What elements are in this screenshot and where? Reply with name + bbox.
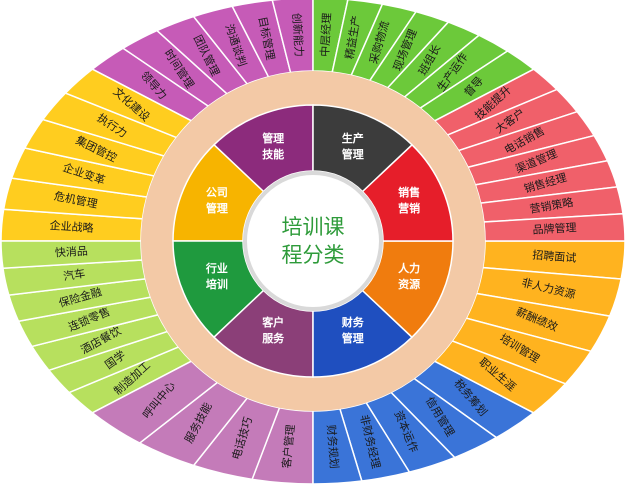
course-label: 品牌管理 — [532, 220, 577, 236]
category-label: 管理 — [342, 331, 364, 345]
category-label: 公司 — [206, 186, 228, 199]
category-label: 管理 — [206, 201, 228, 215]
course-label: 中层经理 — [318, 12, 333, 57]
course-label: 招聘面试 — [532, 247, 577, 264]
category-label: 管理 — [262, 131, 284, 145]
category-label: 营销 — [398, 201, 420, 215]
center-title-line2: 程分类 — [282, 243, 345, 267]
center-hub: 培训课 程分类 — [243, 171, 383, 311]
center-circle — [243, 171, 383, 311]
category-label: 培训 — [206, 277, 228, 291]
category-label: 服务 — [262, 331, 285, 345]
category-label: 生产 — [342, 131, 364, 145]
course-label: 快消品 — [54, 244, 88, 260]
category-label: 技能 — [262, 147, 284, 161]
course-label: 客户管理 — [279, 424, 297, 469]
category-label: 行业 — [205, 261, 228, 275]
category-label: 客户 — [261, 315, 284, 329]
category-label: 资源 — [398, 277, 420, 291]
center-title-line1: 培训课 — [282, 215, 345, 239]
category-label: 销售 — [398, 185, 420, 199]
course-label: 汽车 — [62, 266, 86, 283]
category-label: 人力 — [398, 261, 420, 275]
category-label: 管理 — [342, 147, 364, 161]
course-label: 企业战略 — [49, 218, 94, 235]
category-label: 财务 — [341, 315, 365, 329]
course-label: 财务规划 — [324, 424, 341, 469]
course-label: 创新能力 — [290, 12, 307, 57]
